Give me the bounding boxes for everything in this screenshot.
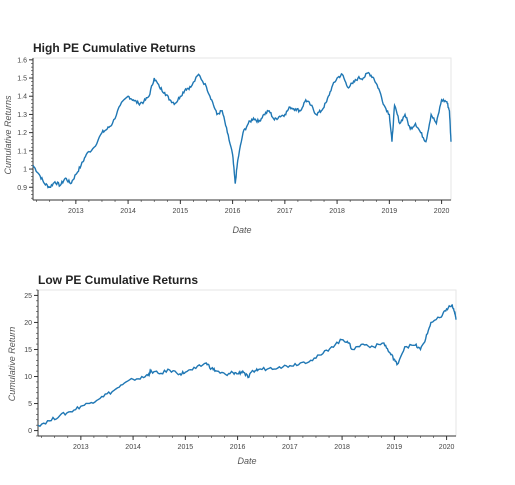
x-tick-label-low-pe: 2014: [125, 444, 141, 451]
chart-title-high-pe: High PE Cumulative Returns: [33, 41, 196, 55]
y-tick-label-low-pe: 5: [28, 401, 32, 408]
low-pe-chart: Low PE Cumulative Returns 0 5 10 15 20 25 201…: [7, 273, 456, 466]
x-axis-high-pe: 2013 2014 2015 2016 2017 2018 2019 2020: [33, 200, 451, 215]
y-tick-label-high-pe: 1.1: [17, 148, 27, 155]
x-tick-label-low-pe: 2017: [282, 444, 298, 451]
y-tick-label-high-pe: 1.3: [17, 112, 27, 119]
x-tick-label-high-pe: 2017: [277, 208, 293, 215]
y-axis-label-high-pe: Cumulative Returns: [3, 95, 13, 175]
x-tick-label-high-pe: 2020: [434, 208, 450, 215]
x-tick-label-high-pe: 2013: [68, 208, 84, 215]
y-tick-label-low-pe: 20: [24, 320, 32, 327]
x-tick-label-high-pe: 2015: [173, 208, 189, 215]
y-tick-label-high-pe: 1.6: [17, 57, 27, 64]
y-tick-label-high-pe: 1.5: [17, 76, 27, 83]
y-tick-label-high-pe: 1.2: [17, 130, 27, 137]
plot-frame-high-pe: [33, 58, 451, 200]
y-tick-label-low-pe: 25: [24, 293, 32, 300]
y-axis-label-low-pe: Cumulative Return: [7, 327, 17, 402]
x-axis-low-pe: 2013 2014 2015 2016 2017 2018 2019 2020: [38, 436, 456, 451]
x-axis-label-low-pe: Date: [237, 456, 256, 466]
x-tick-label-low-pe: 2020: [439, 444, 455, 451]
x-tick-label-low-pe: 2019: [387, 444, 403, 451]
y-tick-label-low-pe: 15: [24, 347, 32, 354]
x-tick-label-low-pe: 2018: [334, 444, 350, 451]
x-tick-label-high-pe: 2014: [120, 208, 136, 215]
y-tick-label-low-pe: 0: [28, 428, 32, 435]
high-pe-chart: High PE Cumulative Returns 0.9 1 1.1 1.2 1.3…: [3, 41, 451, 235]
x-tick-label-low-pe: 2013: [73, 444, 89, 451]
x-tick-label-high-pe: 2019: [382, 208, 398, 215]
y-tick-label-high-pe: 0.9: [17, 185, 27, 192]
chart-title-low-pe: Low PE Cumulative Returns: [38, 273, 198, 287]
series-line-low-pe: [38, 305, 456, 426]
y-axis-low-pe: 0 5 10 15 20 25: [24, 290, 38, 436]
x-tick-label-low-pe: 2016: [230, 444, 246, 451]
y-axis-high-pe: 0.9 1 1.1 1.2 1.3 1.4 1.5 1.6: [17, 57, 33, 200]
x-tick-label-low-pe: 2015: [178, 444, 194, 451]
plot-frame-low-pe: [38, 290, 456, 436]
x-axis-label-high-pe: Date: [232, 225, 251, 235]
series-line-high-pe: [33, 73, 451, 188]
y-tick-label-high-pe: 1.4: [17, 94, 27, 101]
x-tick-label-high-pe: 2016: [225, 208, 241, 215]
y-tick-label-high-pe: 1: [23, 167, 27, 174]
x-tick-label-high-pe: 2018: [329, 208, 345, 215]
y-tick-label-low-pe: 10: [24, 374, 32, 381]
